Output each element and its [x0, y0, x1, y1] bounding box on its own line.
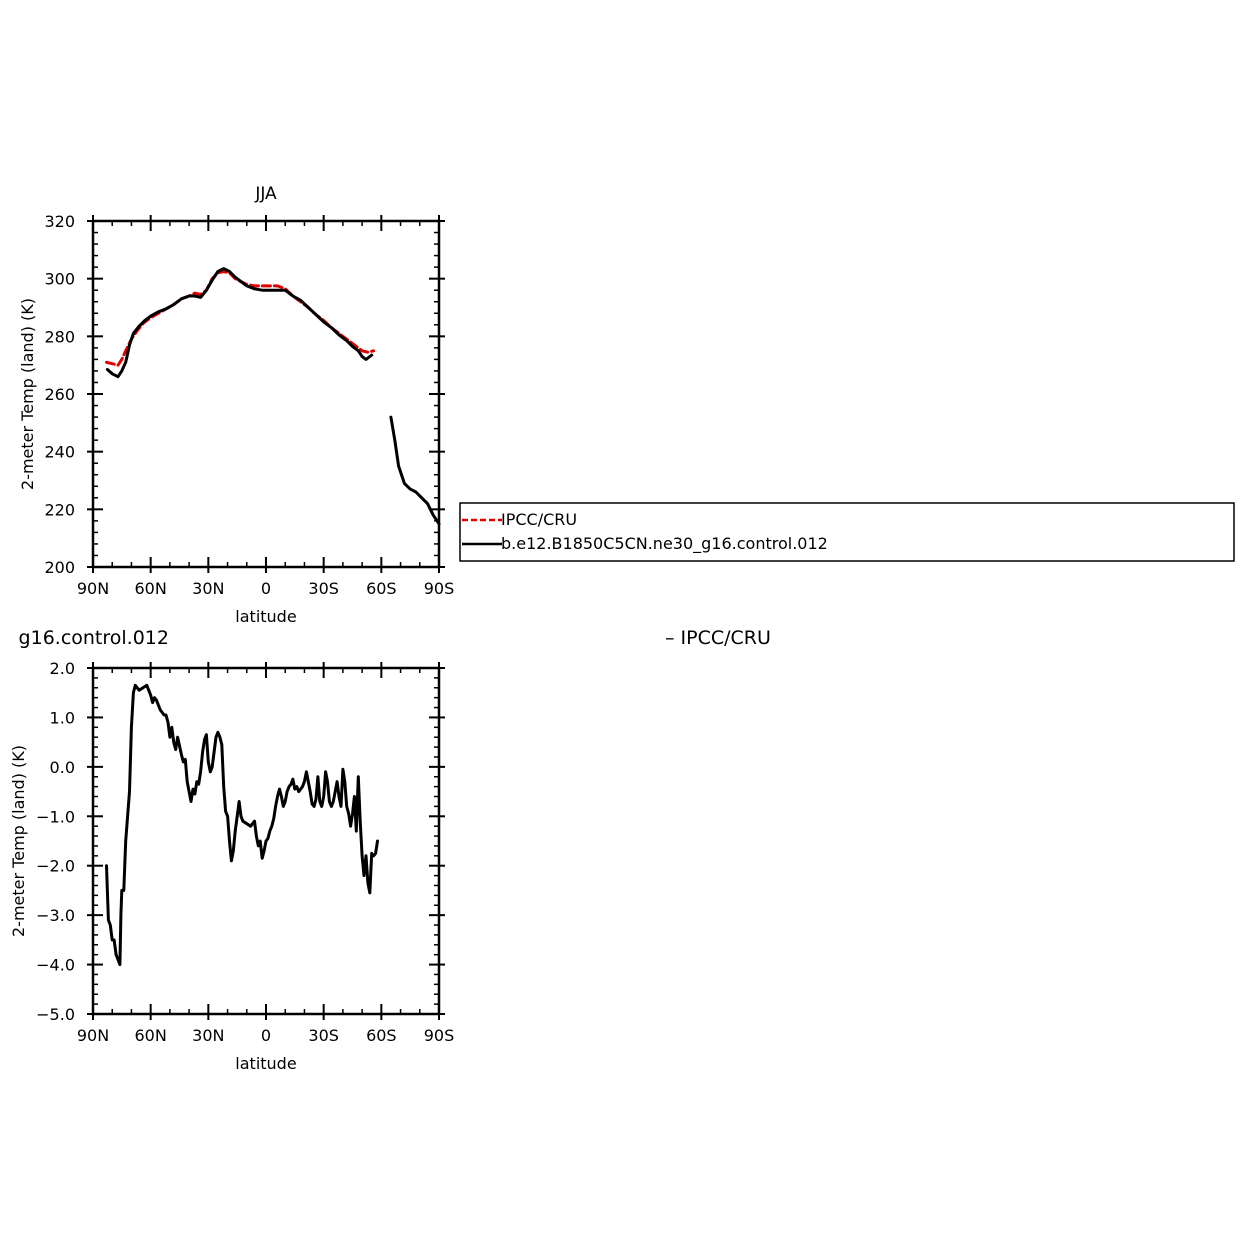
top-y-tick-label: 260	[44, 385, 75, 404]
top-x-tick-label: 90N	[77, 579, 109, 598]
bottom-x-tick-label: 60S	[366, 1026, 397, 1045]
top-y-tick-label: 280	[44, 327, 75, 346]
bottom-x-tick-label: 90N	[77, 1026, 109, 1045]
bottom-x-axis-label: latitude	[235, 1054, 296, 1073]
bottom-subtitle: – IPCC/CRU	[665, 627, 771, 649]
top-x-tick-label: 0	[261, 579, 271, 598]
bottom-axes: 90N 60N 30N 0 30S 60S 90S −5.0 −4.0 −3.0 −2.0 −1.0 0…	[36, 659, 454, 1045]
top-title: JJA	[254, 184, 277, 204]
bottom-y-tick-label: −1.0	[36, 807, 75, 826]
top-y-tick-label: 200	[44, 558, 75, 577]
bottom-x-tick-label: 90S	[424, 1026, 455, 1045]
top-series-group	[105, 267, 441, 526]
top-x-axis-label: latitude	[235, 607, 296, 626]
top-x-tick-label: 30N	[192, 579, 224, 598]
bottom-y-tick-label: −3.0	[36, 906, 75, 925]
bottom-y-tick-label: −4.0	[36, 956, 75, 975]
legend-box	[459, 502, 1235, 562]
bottom-series-line-difference-0	[105, 683, 379, 967]
bottom-x-tick-label: 30S	[308, 1026, 339, 1045]
top-series-line-b-e12-b1850c5cn-ne30-g16-control-012-1	[389, 415, 441, 526]
legend-label-ipcc-cru: IPCC/CRU	[501, 510, 577, 529]
bottom-panel: g16.control.012 – IPCC/CRU 90N 60N 30N 0 30S…	[9, 627, 771, 1073]
bottom-y-tick-label: −5.0	[36, 1005, 75, 1024]
top-x-tick-label: 60N	[135, 579, 167, 598]
legend: IPCC/CRU b.e12.B1850C5CN.ne30_g16.contro…	[459, 502, 1235, 562]
top-axes: 90N 60N 30N 0 30S 60S 90S 200 220 240 260 280 300 320	[44, 212, 454, 598]
top-plot-frame	[91, 219, 441, 569]
bottom-plot-frame	[91, 666, 441, 1016]
top-y-tick-label: 240	[44, 443, 75, 462]
bottom-y-tick-label: 1.0	[50, 708, 75, 727]
bottom-y-axis-label: 2-meter Temp (land) (K)	[9, 745, 28, 937]
bottom-y-tick-label: 2.0	[50, 659, 75, 678]
top-y-tick-label: 300	[44, 270, 75, 289]
top-panel: JJA 90N 60N 30N 0 30S 60S 90S 200 220 240 260 280 30…	[18, 184, 454, 626]
bottom-y-tick-label: 0.0	[50, 758, 75, 777]
top-y-tick-label: 320	[44, 212, 75, 231]
legend-label-model: b.e12.B1850C5CN.ne30_g16.control.012	[501, 534, 828, 554]
bottom-x-tick-label: 0	[261, 1026, 271, 1045]
bottom-series-group	[105, 683, 379, 967]
bottom-x-tick-label: 60N	[135, 1026, 167, 1045]
top-y-axis-label: 2-meter Temp (land) (K)	[18, 298, 37, 490]
top-x-tick-label: 90S	[424, 579, 455, 598]
top-x-tick-label: 60S	[366, 579, 397, 598]
top-series-line-b-e12-b1850c5cn-ne30-g16-control-012-0	[105, 267, 374, 379]
top-x-tick-label: 30S	[308, 579, 339, 598]
bottom-x-tick-label: 30N	[192, 1026, 224, 1045]
top-y-tick-label: 220	[44, 500, 75, 519]
bottom-title: g16.control.012	[19, 627, 169, 649]
bottom-y-tick-label: −2.0	[36, 857, 75, 876]
